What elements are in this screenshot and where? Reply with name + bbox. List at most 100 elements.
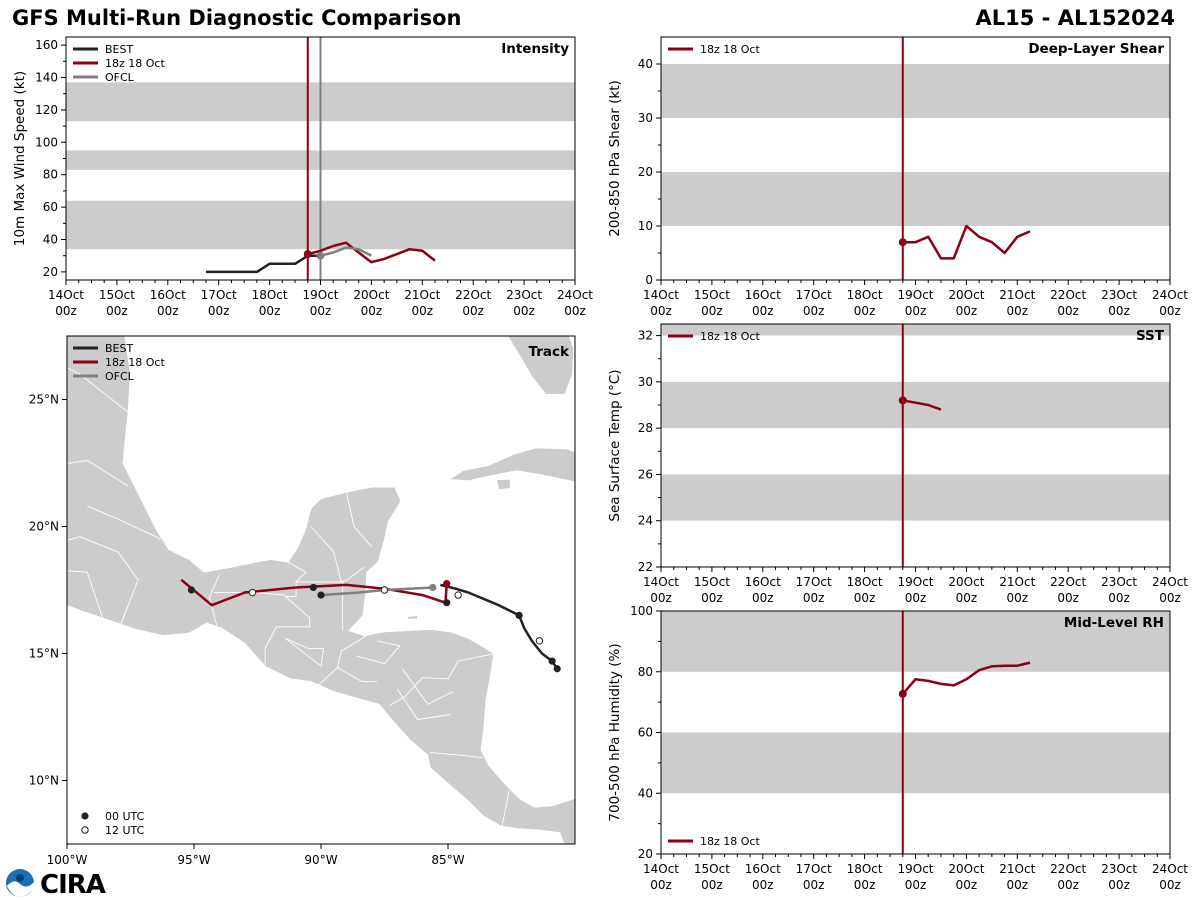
x-tick-label: 00z	[1007, 591, 1029, 605]
legend-marker-00utc	[81, 812, 89, 820]
land-florida	[507, 336, 575, 395]
x-tick-label: 00z	[1007, 304, 1029, 318]
y-tick-label: 32	[638, 329, 653, 343]
x-tick-label: 00z	[905, 304, 927, 318]
x-tick-label: 00z	[564, 304, 586, 318]
x-tick-label: 00z	[803, 591, 825, 605]
y-tick-label: 0	[645, 273, 653, 287]
storm-id-label: AL15 - AL152024	[975, 6, 1176, 30]
cira-wordmark: CIRA	[40, 870, 106, 900]
track-point-00utc	[515, 611, 523, 620]
x-tick-label: 18Oct	[252, 288, 288, 302]
track-point-00utc	[309, 583, 317, 592]
x-tick-label: 16Oct	[150, 288, 186, 302]
series-line-run	[902, 399, 942, 411]
x-tick-label: 00z	[854, 591, 876, 605]
border-state	[67, 570, 104, 619]
map-y-tick-label: 20°N	[29, 520, 59, 534]
border-mexico-guatemala	[264, 581, 311, 665]
border-nicaragua-costarica	[430, 752, 483, 759]
series-marker-run	[898, 396, 907, 405]
shading-band	[661, 64, 1170, 118]
y-tick-label: 24	[638, 514, 653, 528]
x-tick-label: 00z	[1159, 304, 1181, 318]
x-tick-label: 00z	[1159, 878, 1181, 892]
x-tick-label: 21Oct	[404, 288, 440, 302]
map-x-tick-label: 85°W	[431, 853, 464, 867]
legend-entry: 18z 18 Oct	[700, 330, 760, 343]
x-tick-label: 00z	[701, 878, 723, 892]
x-tick-label: 00z	[752, 304, 774, 318]
x-tick-label: 00z	[1159, 591, 1181, 605]
x-tick-label: 00z	[1007, 878, 1029, 892]
x-tick-label: 00z	[650, 304, 672, 318]
track-point-00utc	[443, 599, 451, 607]
border-state	[67, 536, 139, 626]
x-tick-label: 00z	[1057, 304, 1079, 318]
x-tick-label: 00z	[650, 591, 672, 605]
x-tick-label: 00z	[1108, 591, 1130, 605]
border-honduras-depts	[356, 640, 401, 665]
y-tick-label: 40	[43, 233, 58, 247]
x-tick-label: 20Oct	[353, 288, 389, 302]
track-point-00utc	[553, 665, 561, 673]
x-tick-label: 23Oct	[1101, 862, 1137, 876]
x-tick-label: 20Oct	[948, 862, 984, 876]
track-point-00utc	[187, 586, 196, 594]
x-tick-label: 00z	[1108, 304, 1130, 318]
track-point-00utc	[548, 657, 556, 665]
panel-intensity: 14Oct 00z 15Oct 00z 16Oct 00z 17Oct 00z 18Oct 00z…	[12, 36, 593, 318]
x-tick-label: 00z	[854, 878, 876, 892]
legend-entry: BEST	[105, 43, 133, 56]
panel-title: Intensity	[501, 41, 569, 57]
border-mexico-belize	[296, 566, 365, 583]
track-point-12utc	[380, 586, 389, 594]
noaa-wave-icon	[7, 881, 34, 897]
x-tick-label: 23Oct	[506, 288, 542, 302]
panel-track: 100°W 95°W 90°W 85°W 10°N 15°N 20°N 25°N Track BE…	[29, 335, 636, 867]
figure-title: GFS Multi-Run Diagnostic Comparison	[12, 6, 462, 30]
x-tick-label: 00z	[361, 304, 383, 318]
axes-frame	[660, 323, 1171, 568]
shading-band	[661, 611, 1170, 672]
x-tick-label: 22Oct	[1050, 288, 1086, 302]
y-tick-label: 22	[638, 560, 653, 574]
land-bahamas	[623, 394, 636, 419]
x-tick-label: 00z	[513, 304, 535, 318]
x-tick-label: 00z	[1057, 878, 1079, 892]
y-tick-label: 120	[35, 103, 58, 117]
map-y-tick-label: 15°N	[29, 647, 59, 661]
series-marker-run	[303, 250, 312, 259]
x-tick-label: 15Oct	[694, 575, 730, 589]
cira-logo: CIRA	[6, 869, 107, 900]
y-tick-label: 20	[43, 265, 58, 279]
legend-entry: 12 UTC	[105, 824, 145, 837]
x-tick-label: 24Oct	[1152, 288, 1188, 302]
track-point-12utc	[248, 588, 257, 597]
x-tick-label: 24Oct	[1152, 575, 1188, 589]
noaa-bird-icon	[16, 874, 24, 882]
x-tick-label: 00z	[752, 591, 774, 605]
x-tick-label: 00z	[1057, 591, 1079, 605]
axes-frame	[65, 36, 576, 281]
x-tick-label: 00z	[803, 878, 825, 892]
x-tick-label: 00z	[462, 304, 484, 318]
x-tick-label: 18Oct	[847, 288, 883, 302]
x-tick-label: 16Oct	[745, 862, 781, 876]
panel-sst: 14Oct 00z 15Oct 00z 16Oct 00z 17Oct 00z 18Oct 00z…	[607, 323, 1188, 605]
legend-entry: 18z 18 Oct	[105, 356, 165, 369]
x-tick-label: 15Oct	[694, 288, 730, 302]
x-tick-label: 00z	[310, 304, 332, 318]
land-bay-islands	[406, 614, 418, 620]
border-tabasco-campeche	[287, 561, 307, 583]
x-tick-label: 18Oct	[847, 862, 883, 876]
track-line-run	[180, 578, 448, 607]
series-line-ofcl	[320, 246, 372, 257]
y-tick-label: 30	[638, 111, 653, 125]
x-tick-label: 00z	[701, 304, 723, 318]
border-campeche	[310, 526, 342, 583]
x-tick-label: 21Oct	[999, 288, 1035, 302]
border-state	[87, 505, 162, 540]
shading-band	[661, 324, 1170, 336]
x-tick-label: 24Oct	[557, 288, 593, 302]
